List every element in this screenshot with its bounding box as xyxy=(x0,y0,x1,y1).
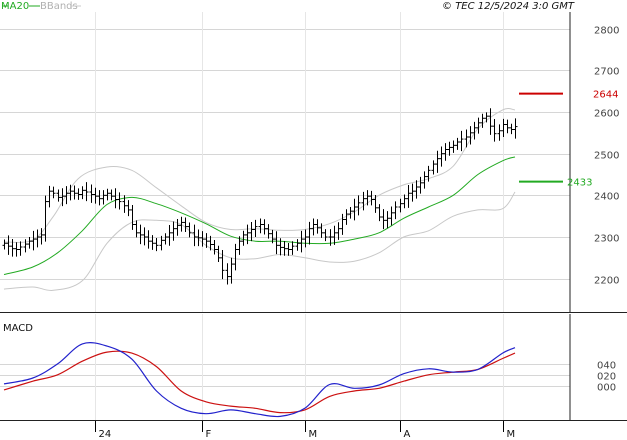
price-vertical-grid xyxy=(95,12,504,312)
x-axis: 24 F M A M xyxy=(95,421,516,440)
price-y-axis: 2200 2300 2400 2500 2600 2700 2800 xyxy=(594,26,619,287)
bband-lower-line xyxy=(3,191,516,291)
ma-legend-label: MA20 xyxy=(1,1,29,12)
x-axis-label: 24 xyxy=(99,429,112,440)
price-tick-label: 2500 xyxy=(594,151,619,162)
price-panel: 2200 2300 2400 2500 2600 2700 2800 2644 2433 xyxy=(0,12,627,313)
macd-grid xyxy=(0,364,570,387)
macd-title: MACD xyxy=(3,323,33,334)
macd-tick-label: 020 xyxy=(597,372,616,383)
bband-upper-line xyxy=(3,108,516,243)
ohlc-bars xyxy=(2,108,518,285)
macd-line xyxy=(3,342,516,418)
support-label: 2433 xyxy=(567,178,592,189)
macd-tick-label: 000 xyxy=(597,383,616,394)
price-tick-label: 2300 xyxy=(594,234,619,245)
x-axis-label: M xyxy=(507,429,516,440)
macd-vertical-grid xyxy=(95,314,504,420)
price-tick-label: 2700 xyxy=(594,67,619,78)
source-timestamp: © TEC 12/5/2024 3:0 GMT xyxy=(442,1,575,12)
price-tick-label: 2400 xyxy=(594,192,619,203)
macd-tick-label: 040 xyxy=(597,361,616,372)
bbands-legend-label: BBands xyxy=(40,1,78,12)
macd-signal-line xyxy=(3,350,516,414)
x-axis-label: A xyxy=(404,429,411,440)
resistance-label: 2644 xyxy=(593,90,618,101)
price-tick-label: 2800 xyxy=(594,26,619,37)
x-axis-label: F xyxy=(206,429,212,440)
x-axis-label: M xyxy=(309,429,318,440)
ma20-line xyxy=(3,156,516,275)
price-tick-label: 2200 xyxy=(594,276,619,287)
price-tick-label: 2600 xyxy=(594,109,619,120)
